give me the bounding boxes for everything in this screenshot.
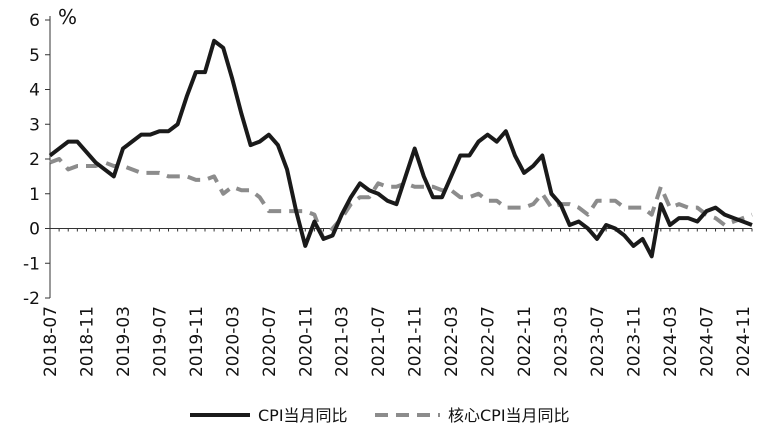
x-tick-label: 2020-07 (260, 306, 280, 377)
x-tick-label: 2020-11 (296, 306, 316, 377)
x-tick-label: 2021-11 (406, 306, 426, 377)
x-tick-label: 2023-03 (552, 306, 572, 377)
x-tick-label: 2024-03 (661, 306, 681, 377)
x-tick-label: 2021-07 (369, 306, 389, 377)
x-tick-label: 2018-11 (77, 306, 97, 377)
x-tick-label: 2024-07 (697, 306, 717, 377)
y-tick-label: 6 (29, 11, 40, 31)
y-tick-label: 5 (29, 46, 40, 66)
x-tick-label: 2019-11 (187, 306, 207, 377)
series-line-core-cpi (49, 157, 753, 241)
x-tick-label: 2023-11 (624, 306, 644, 377)
series-lines (48, 38, 753, 259)
x-tick-label: 2019-03 (114, 306, 134, 377)
y-tick-label: 0 (29, 220, 40, 240)
series-line-cpi (48, 38, 753, 259)
legend-label-core-cpi: 核心CPI当月同比 (448, 406, 570, 425)
x-tick-label: 2022-11 (515, 306, 535, 377)
y-tick-label: 2 (29, 150, 40, 170)
x-tick-label: 2022-03 (442, 306, 462, 377)
y-tick-label: 4 (29, 81, 40, 101)
y-axis: -2 -1 0 1 2 3 4 5 6 (23, 11, 51, 309)
y-tick-label: -1 (23, 254, 40, 274)
x-tick-label: 2019-07 (150, 306, 170, 377)
y-axis-unit-label: % (58, 5, 77, 29)
x-axis: 2018-07 2018-11 2019-03 2019-07 2019-11 2020-… (41, 228, 754, 377)
y-tick-label: -2 (23, 289, 40, 309)
y-tick-label: 3 (29, 115, 40, 135)
x-tick-label: 2023-07 (588, 306, 608, 377)
y-tick-label: 1 (29, 185, 40, 205)
x-tick-label: 2018-07 (41, 306, 61, 377)
legend-label-cpi: CPI当月同比 (258, 406, 348, 425)
legend: CPI当月同比 核心CPI当月同比 (190, 406, 570, 425)
x-tick-label: 2021-03 (333, 306, 353, 377)
x-tick-label: 2024-11 (734, 306, 754, 377)
x-tick-label: 2020-03 (223, 306, 243, 377)
x-tick-label: 2022-07 (479, 306, 499, 377)
